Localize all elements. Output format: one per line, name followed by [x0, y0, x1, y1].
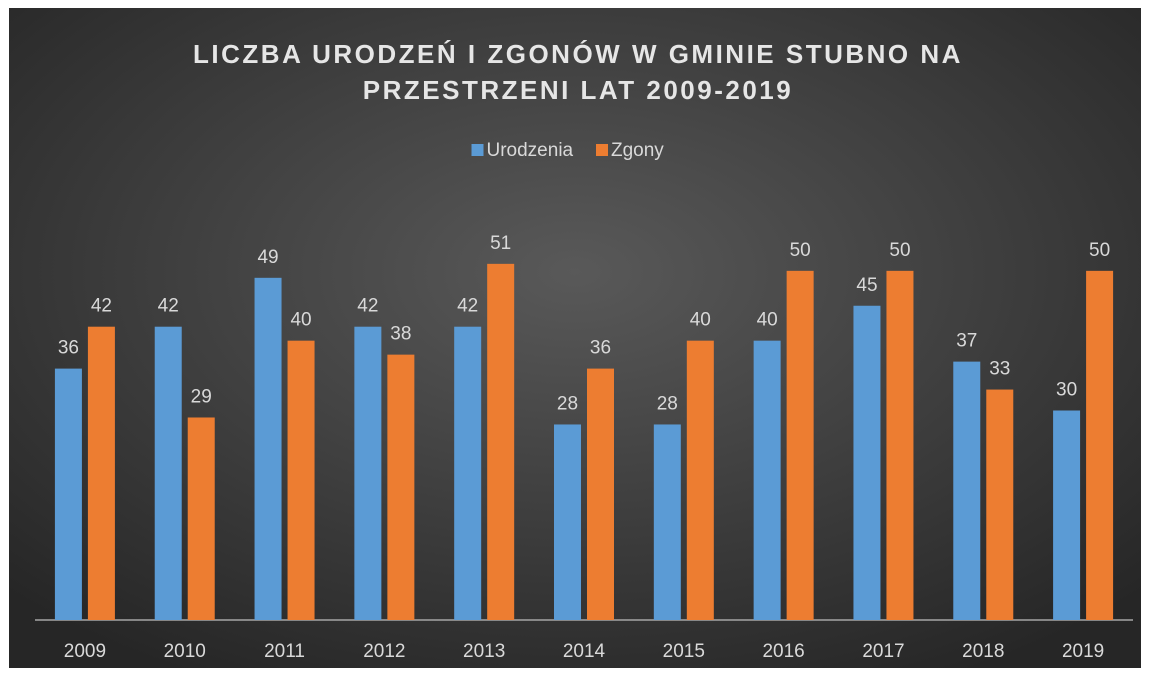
x-tick-label: 2014: [563, 641, 606, 662]
x-tick-label: 2009: [64, 641, 106, 662]
data-label: 40: [290, 310, 311, 331]
bar: [986, 389, 1014, 620]
chart-title: PRZESTRZENI LAT 2009-2019: [363, 75, 793, 105]
data-label: 40: [690, 310, 711, 331]
bar: [753, 340, 781, 620]
data-label: 49: [257, 247, 278, 268]
bar: [1053, 410, 1081, 620]
bar: [554, 424, 581, 620]
x-tick-label: 2013: [463, 641, 505, 662]
data-label: 51: [490, 233, 511, 254]
bar: [953, 361, 981, 620]
data-label: 50: [1089, 240, 1110, 261]
bar: [454, 326, 482, 620]
chart-title: LICZBA URODZEŃ I ZGONÓW W GMINIE STUBNO …: [193, 39, 963, 69]
data-label: 38: [390, 324, 411, 345]
bar: [87, 326, 115, 620]
bar: [54, 368, 82, 620]
data-label: 30: [1056, 380, 1077, 401]
bar: [653, 424, 681, 620]
bar: [354, 326, 382, 620]
x-tick-label: 2017: [862, 641, 904, 662]
bar: [686, 340, 714, 620]
x-tick-label: 2019: [1062, 641, 1104, 662]
data-label: 36: [590, 338, 611, 359]
data-label: 28: [557, 393, 578, 414]
bar: [287, 340, 315, 620]
bar: [254, 277, 282, 620]
bar: [853, 305, 881, 620]
data-label: 33: [989, 359, 1010, 380]
data-label: 42: [158, 296, 179, 317]
x-tick-label: 2016: [762, 641, 804, 662]
bar: [387, 354, 415, 620]
legend-label: Zgony: [611, 140, 664, 161]
bar: [1086, 270, 1114, 620]
x-tick-label: 2018: [962, 641, 1004, 662]
bar: [487, 263, 515, 620]
x-tick-label: 2011: [264, 641, 305, 662]
data-label: 45: [856, 275, 877, 296]
bar: [786, 270, 814, 620]
data-label: 50: [790, 240, 811, 261]
bar: [886, 270, 914, 620]
data-label: 50: [889, 240, 910, 261]
bar: [187, 417, 215, 620]
data-label: 42: [357, 296, 378, 317]
x-tick-label: 2015: [663, 641, 705, 662]
legend-swatch: [471, 144, 484, 156]
legend-label: Urodzenia: [487, 140, 574, 161]
bar: [154, 326, 182, 620]
data-label: 42: [91, 296, 112, 317]
x-tick-label: 2010: [164, 641, 206, 662]
data-label: 40: [757, 310, 778, 331]
legend-swatch: [596, 144, 608, 156]
x-tick-label: 2012: [363, 641, 405, 662]
bar: [587, 368, 614, 620]
data-label: 28: [657, 393, 678, 414]
data-label: 42: [457, 296, 478, 317]
data-label: 36: [58, 338, 79, 359]
data-label: 29: [191, 386, 212, 407]
data-label: 37: [956, 331, 977, 352]
